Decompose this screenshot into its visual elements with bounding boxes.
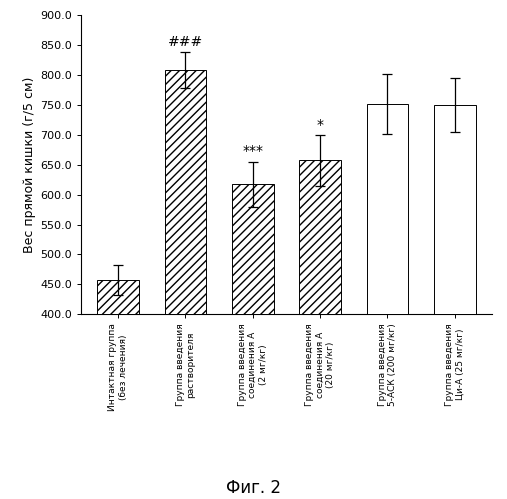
Bar (367, 104, 408, 499)
Bar (299, 161, 341, 499)
Bar (165, 70, 206, 499)
Text: *: * (316, 118, 323, 132)
Bar (232, 185, 274, 499)
Bar (97, 280, 139, 499)
Text: ###: ### (168, 34, 203, 48)
Y-axis label: Вес прямой кишки (г/5 см): Вес прямой кишки (г/5 см) (23, 76, 36, 253)
Text: Фиг. 2: Фиг. 2 (226, 479, 281, 497)
Bar (434, 105, 476, 499)
Text: ***: *** (242, 144, 263, 158)
